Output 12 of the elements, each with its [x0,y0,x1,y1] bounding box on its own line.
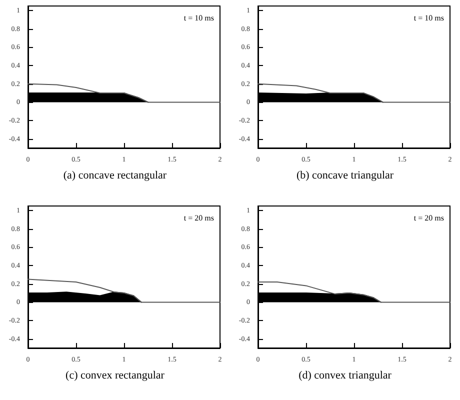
text: (c) convex rectangular [66,370,165,382]
line-series [258,282,450,303]
annotation: t = 10 ms [184,14,214,22]
annotation: t = 10 ms [414,14,444,22]
line-series [28,83,220,103]
text: (d) convex triangular [298,370,392,382]
text: (a) concave rectangular [63,170,167,182]
text: (b) concave triangular [296,170,394,182]
annotation: t = 20 ms [414,214,444,222]
annotation: t = 20 ms [184,214,214,222]
line-series [258,83,450,103]
line-series [28,278,220,303]
